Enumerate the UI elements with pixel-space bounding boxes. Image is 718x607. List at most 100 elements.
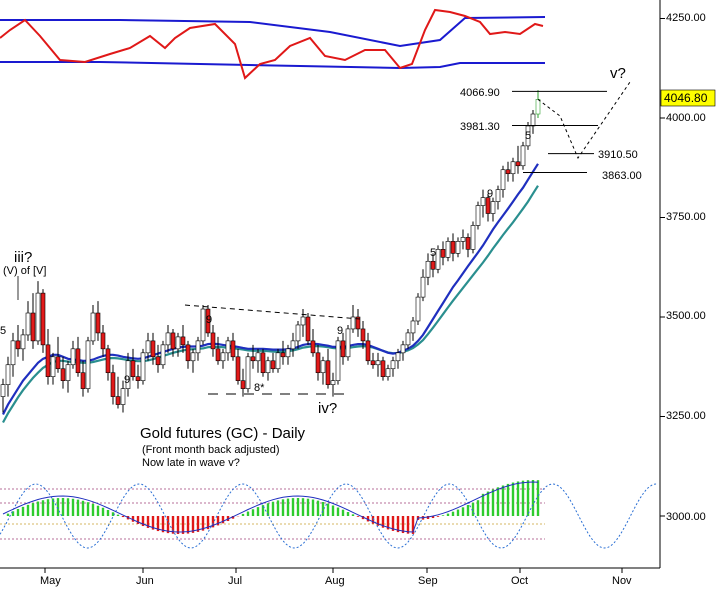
candle-body	[485, 197, 491, 214]
candle	[305, 313, 311, 345]
candle-body	[305, 316, 311, 342]
candle	[45, 328, 51, 385]
candle	[270, 352, 276, 373]
candle-body	[145, 340, 151, 354]
y-axis-labels: 4250.00 4000.00 3750.00 3500.00 3250.00 …	[666, 12, 706, 523]
candle-body	[260, 352, 266, 374]
candle	[435, 245, 441, 274]
candle-body	[450, 241, 456, 254]
count-label-5-oct: 5	[525, 130, 531, 142]
x-axis-labels: May Jun Jul Aug Sep Oct Nov	[40, 575, 632, 587]
candle-body	[465, 237, 471, 250]
wave-labels: iii? (V) of [V] iv? v?	[3, 65, 626, 417]
candle	[150, 332, 156, 365]
candle-body	[315, 352, 321, 374]
candle-body	[330, 380, 336, 385]
candle	[55, 336, 61, 373]
candle	[190, 348, 196, 373]
candle	[285, 344, 291, 365]
candle	[115, 376, 121, 409]
candle	[5, 356, 11, 397]
candle	[385, 364, 391, 381]
candle-body	[135, 376, 141, 381]
candle-body	[285, 348, 291, 358]
candle-body	[355, 316, 361, 330]
candle	[360, 320, 366, 349]
count-label-9-may-blue: 9	[124, 374, 130, 386]
candle-body	[30, 312, 36, 342]
candle	[325, 348, 331, 389]
y-tick-label-3750: 3750.00	[666, 211, 706, 223]
candle	[485, 193, 491, 222]
candle	[215, 336, 221, 365]
candle	[0, 378, 6, 413]
candle	[220, 348, 226, 369]
candle	[70, 340, 76, 369]
candle-body	[380, 360, 386, 377]
candle-body	[515, 161, 521, 167]
candle-body	[310, 340, 316, 354]
candle	[445, 237, 451, 262]
count-label-9-jun: 9	[206, 314, 212, 326]
candle	[380, 356, 386, 381]
candle-body	[490, 201, 496, 214]
candle	[15, 324, 21, 357]
candle	[290, 332, 296, 357]
candle-body	[240, 380, 246, 389]
candle-body	[95, 312, 101, 334]
candle-body	[445, 241, 451, 258]
last-price-tag-bg	[660, 89, 716, 107]
candle-body	[120, 388, 126, 405]
y-tick-label-3250: 3250.00	[666, 410, 706, 422]
projection-line	[537, 81, 631, 160]
candle	[530, 110, 536, 134]
candle	[140, 348, 146, 385]
candle-body	[140, 352, 146, 381]
candle-body	[230, 340, 236, 358]
candle	[425, 253, 431, 286]
candle-body	[175, 336, 181, 350]
candle-body	[255, 352, 261, 362]
bottom-oscillator-pane	[0, 480, 659, 549]
candle	[120, 380, 126, 413]
candle	[235, 348, 241, 385]
candle	[90, 305, 96, 345]
candle	[275, 348, 281, 373]
chart-subtitle-2: Now late in wave v?	[142, 457, 240, 469]
candle-body	[275, 352, 281, 370]
top-oscillator-line	[0, 8, 544, 80]
candle	[260, 348, 266, 377]
candle-body	[35, 292, 41, 342]
candle-body	[55, 356, 61, 370]
moving-averages	[2, 163, 539, 424]
candle	[135, 364, 141, 389]
candle-body	[400, 344, 406, 354]
candle-body	[15, 340, 21, 350]
candle	[65, 360, 71, 393]
candle	[75, 336, 81, 377]
candle-body	[360, 328, 366, 342]
last-price-tag: 4046.80	[660, 89, 716, 107]
candle-body	[470, 225, 476, 250]
candle	[165, 324, 171, 353]
candle-body	[205, 308, 211, 334]
candle-body	[385, 368, 391, 377]
candle-body	[125, 360, 131, 389]
x-tick-label-nov: Nov	[612, 575, 632, 587]
candle-body	[245, 356, 251, 389]
candle	[355, 309, 361, 337]
count-labels: 5 9 9 8* 9 5 9 5	[0, 130, 531, 394]
candle	[495, 185, 501, 210]
candle	[240, 368, 246, 397]
candle	[205, 305, 211, 337]
candle-body	[5, 364, 11, 385]
y-tick-label-3000: 3000.00	[666, 511, 706, 523]
candle-body	[200, 308, 206, 342]
candle-body	[110, 372, 116, 397]
candle-body	[415, 296, 421, 322]
candle-body	[520, 145, 526, 167]
candle	[520, 141, 526, 170]
candle-body	[290, 340, 296, 350]
candle	[10, 332, 16, 377]
candle-body	[225, 340, 231, 354]
